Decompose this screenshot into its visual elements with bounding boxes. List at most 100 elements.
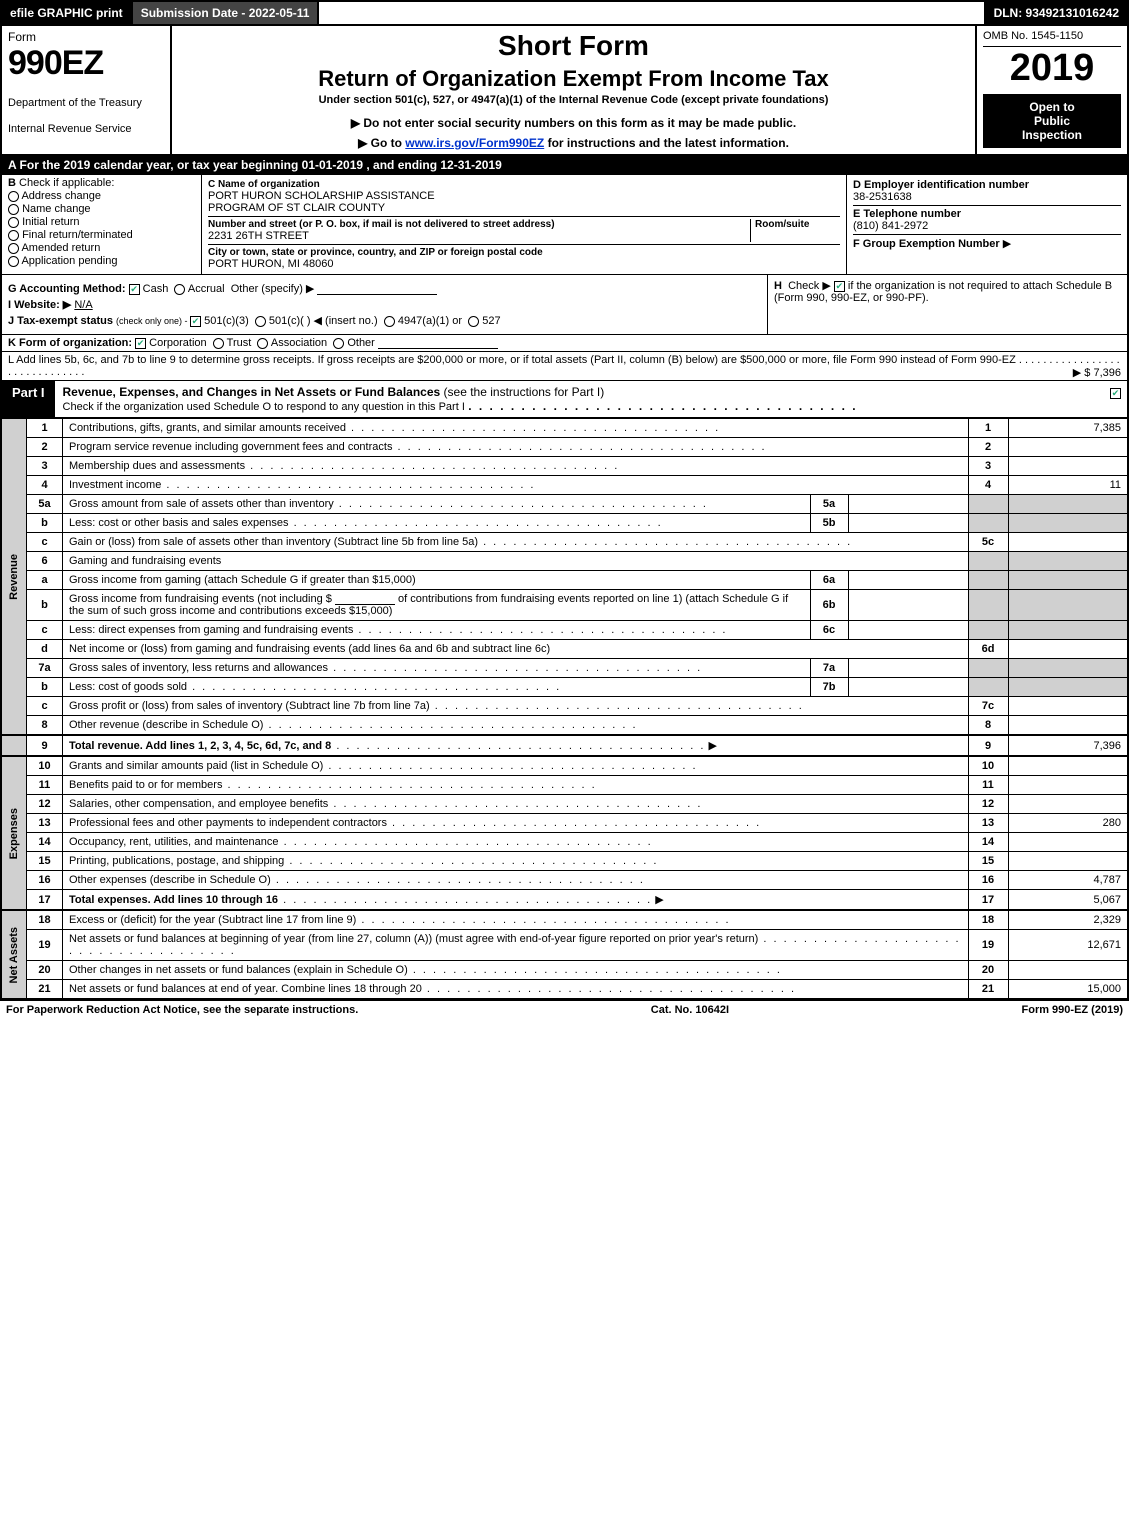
footer-mid: Cat. No. 10642I xyxy=(651,1004,729,1016)
l2-num: 2 xyxy=(27,438,63,457)
page-footer: For Paperwork Reduction Act Notice, see … xyxy=(0,1000,1129,1019)
l16-num: 16 xyxy=(27,871,63,890)
l4-amt: 11 xyxy=(1008,476,1128,495)
l7c-num: c xyxy=(27,697,63,716)
short-form-label: Short Form xyxy=(178,30,969,62)
footer-right: Form 990-EZ (2019) xyxy=(1022,1004,1123,1016)
b-opt-amended[interactable]: Amended return xyxy=(8,242,195,254)
l18-box: 18 xyxy=(968,910,1008,930)
l7b-num: b xyxy=(27,678,63,697)
l18-num: 18 xyxy=(27,910,63,930)
l-amount: ▶ $ 7,396 xyxy=(1073,366,1121,379)
l6c-desc: Less: direct expenses from gaming and fu… xyxy=(63,621,811,640)
checkbox-h[interactable] xyxy=(834,281,845,292)
part1-title-wrap: Revenue, Expenses, and Changes in Net As… xyxy=(55,381,1104,417)
l15-num: 15 xyxy=(27,852,63,871)
l19-desc: Net assets or fund balances at beginning… xyxy=(63,930,969,961)
dept-treasury: Department of the Treasury xyxy=(8,97,164,109)
radio-icon[interactable] xyxy=(384,316,395,327)
b-opt-name[interactable]: Name change xyxy=(8,203,195,215)
b-opt-initial[interactable]: Initial return xyxy=(8,216,195,228)
j-opt4: 527 xyxy=(482,315,500,327)
open-line3: Inspection xyxy=(985,128,1119,142)
checkbox-501c3[interactable] xyxy=(190,316,201,327)
side-netassets-label: Net Assets xyxy=(8,927,20,983)
l9-box: 9 xyxy=(968,735,1008,756)
radio-icon[interactable] xyxy=(468,316,479,327)
l7c-desc: Gross profit or (loss) from sales of inv… xyxy=(63,697,969,716)
checkbox-part1-scho[interactable] xyxy=(1110,388,1121,399)
radio-icon xyxy=(8,217,19,228)
g-other: Other (specify) ▶ xyxy=(231,283,315,295)
open-line2: Public xyxy=(985,114,1119,128)
l12-desc: Salaries, other compensation, and employ… xyxy=(63,795,969,814)
l10-num: 10 xyxy=(27,756,63,776)
l5c-box: 5c xyxy=(968,533,1008,552)
l7a-amt-shade xyxy=(1008,659,1128,678)
l6c-sub: 6c xyxy=(810,621,848,640)
l6b-desc1: Gross income from fundraising events (no… xyxy=(69,593,332,605)
l21-amt: 15,000 xyxy=(1008,980,1128,1000)
side-expenses-label: Expenses xyxy=(8,808,20,859)
row-k: K Form of organization: Corporation Trus… xyxy=(0,335,1129,352)
b-opt-address[interactable]: Address change xyxy=(8,190,195,202)
l19-box: 19 xyxy=(968,930,1008,961)
l14-num: 14 xyxy=(27,833,63,852)
l7c-box: 7c xyxy=(968,697,1008,716)
c-street-label: Number and street (or P. O. box, if mail… xyxy=(208,219,750,230)
b-opt-final[interactable]: Final return/terminated xyxy=(8,229,195,241)
l5c-num: c xyxy=(27,533,63,552)
c-city-label: City or town, state or province, country… xyxy=(208,247,840,258)
box-b: B Check if applicable: Address change Na… xyxy=(2,175,202,274)
radio-icon[interactable] xyxy=(213,338,224,349)
checkbox-cash[interactable] xyxy=(129,284,140,295)
g-other-blank[interactable] xyxy=(317,283,437,295)
l21-num: 21 xyxy=(27,980,63,1000)
row-g: G Accounting Method: Cash Accrual Other … xyxy=(8,282,761,295)
l5a-desc: Gross amount from sale of assets other t… xyxy=(63,495,811,514)
l15-amt xyxy=(1008,852,1128,871)
l6-desc: Gaming and fundraising events xyxy=(63,552,969,571)
org-name-1: PORT HURON SCHOLARSHIP ASSISTANCE xyxy=(208,190,840,202)
row-l: L Add lines 5b, 6c, and 7b to line 9 to … xyxy=(0,352,1129,381)
l6a-subamt xyxy=(848,571,968,590)
radio-icon[interactable] xyxy=(174,284,185,295)
org-street: 2231 26TH STREET xyxy=(208,230,750,242)
k-assoc: Association xyxy=(271,337,327,349)
i-website: N/A xyxy=(74,299,92,311)
l7a-subamt xyxy=(848,659,968,678)
c-name-label: Name of organization xyxy=(218,179,320,190)
l10-amt xyxy=(1008,756,1128,776)
b-opt-pending[interactable]: Application pending xyxy=(8,255,195,267)
l20-box: 20 xyxy=(968,961,1008,980)
b-opt-pending-text: Application pending xyxy=(21,255,117,267)
l7a-sub: 7a xyxy=(810,659,848,678)
l6d-num: d xyxy=(27,640,63,659)
header-left: Form 990EZ Department of the Treasury In… xyxy=(2,26,172,154)
l5b-subamt xyxy=(848,514,968,533)
l6c-num: c xyxy=(27,621,63,640)
k-other-blank[interactable] xyxy=(378,337,498,349)
l6b-blank[interactable] xyxy=(335,593,395,605)
side-expenses: Expenses xyxy=(1,756,27,910)
side-revenue: Revenue xyxy=(1,419,27,736)
h-check-text: Check ▶ xyxy=(788,280,831,292)
l13-desc: Professional fees and other payments to … xyxy=(63,814,969,833)
radio-icon[interactable] xyxy=(255,316,266,327)
goto-prefix: ▶ Go to xyxy=(358,136,405,150)
c-room-label: Room/suite xyxy=(755,219,840,230)
l7a-desc: Gross sales of inventory, less returns a… xyxy=(63,659,811,678)
b-label: B xyxy=(8,177,16,189)
return-subtitle: Under section 501(c), 527, or 4947(a)(1)… xyxy=(178,94,969,106)
l20-num: 20 xyxy=(27,961,63,980)
radio-icon[interactable] xyxy=(257,338,268,349)
l7c-amt xyxy=(1008,697,1128,716)
irs-link[interactable]: www.irs.gov/Form990EZ xyxy=(405,136,544,150)
checkbox-corp[interactable] xyxy=(135,338,146,349)
l16-desc: Other expenses (describe in Schedule O) xyxy=(63,871,969,890)
l12-amt xyxy=(1008,795,1128,814)
l21-box: 21 xyxy=(968,980,1008,1000)
radio-icon[interactable] xyxy=(333,338,344,349)
open-to-public: Open to Public Inspection xyxy=(983,94,1121,148)
gh-grid: G Accounting Method: Cash Accrual Other … xyxy=(0,275,1129,335)
